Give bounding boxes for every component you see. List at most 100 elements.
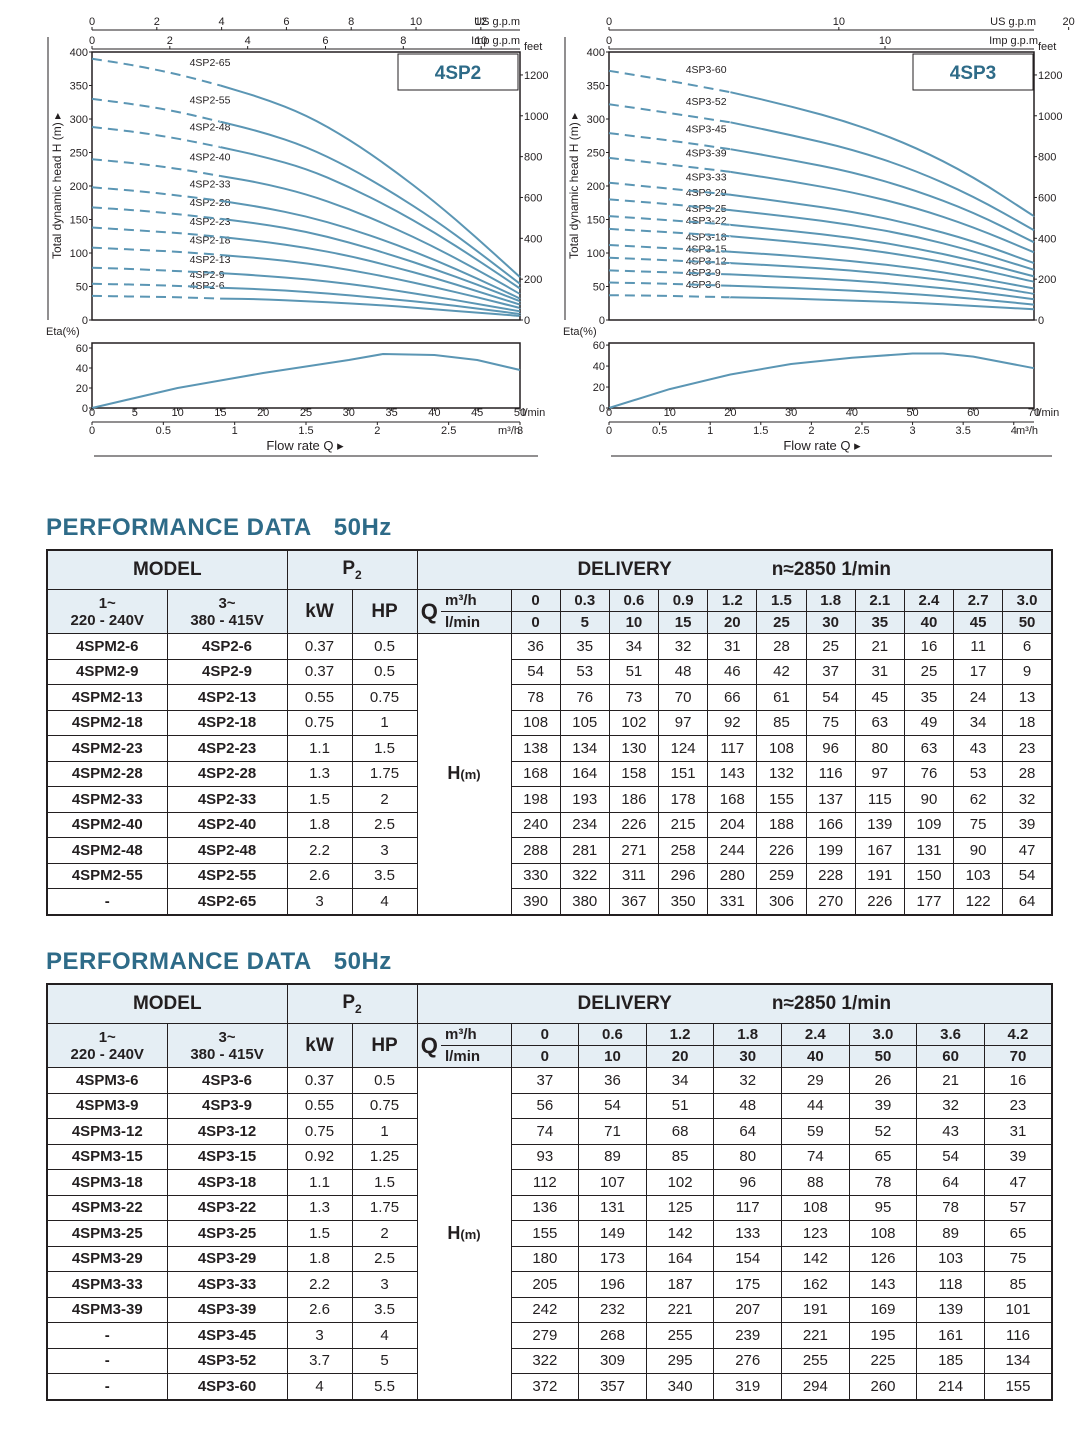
single-phase-model: 4SPM2-33	[46, 786, 168, 813]
power-hp: 2	[351, 1220, 418, 1247]
power-hp: 0.5	[351, 633, 418, 660]
q-lmin-value: 25	[756, 611, 807, 634]
head-value: 350	[658, 888, 709, 915]
head-value: 124	[658, 735, 709, 762]
chart-4sp2-eta-tick-label: 0	[82, 403, 88, 415]
chart-4sp3-eta-curve	[608, 352, 1035, 409]
chart-4sp3-eta-label: Eta(%)	[563, 326, 597, 338]
power-kw: 0.37	[286, 658, 353, 685]
chart-4sp3-curve-4sp3-45	[730, 148, 1035, 244]
head-value: 372	[510, 1373, 580, 1400]
single-phase-model: 4SPM3-39	[46, 1296, 168, 1323]
head-value: 25	[805, 633, 856, 660]
chart-4sp2-feet-tick-label: 600	[524, 192, 542, 204]
head-value: 48	[713, 1092, 783, 1119]
head-value: 46	[707, 658, 758, 685]
table-row: 4SPM3-18 4SP3-18 1.1 1.5 112 107 102 96 88 78 64 47	[46, 1169, 1053, 1196]
head-value: 134	[983, 1347, 1053, 1374]
chart-4sp3-lmin-tick-label: 10	[664, 407, 676, 419]
power-kw: 4	[286, 1373, 353, 1400]
chart-4sp3-us-unit-label: US g.p.m	[990, 16, 1036, 28]
head-value: 65	[983, 1220, 1053, 1247]
head-value: 37	[510, 1067, 580, 1094]
head-value: 134	[559, 735, 610, 762]
power-kw: 1.3	[286, 760, 353, 787]
chart-4sp2-lmin-tick-label: 35	[385, 407, 397, 419]
head-value: 11	[953, 633, 1004, 660]
chart-4sp3-curve-label: 4SP3-60	[686, 64, 727, 76]
chart-4sp2-eta-curve	[91, 353, 521, 409]
power-kw: 0.75	[286, 1118, 353, 1145]
power-kw: 0.75	[286, 709, 353, 736]
q-m3h-value: 1.5	[756, 589, 807, 612]
chart-4sp2-curve-4sp2-23	[220, 235, 521, 306]
chart-4sp2-lmin-tick-label: 25	[300, 407, 312, 419]
head-value: 117	[713, 1194, 783, 1221]
head-value: 31	[854, 658, 905, 685]
head-value: 155	[983, 1373, 1053, 1400]
chart-4sp2-curve-label: 4SP2-9	[190, 269, 225, 281]
head-value: 115	[854, 786, 905, 813]
chart-4sp3-imp-tick-label: 10	[879, 35, 891, 47]
head-value: 234	[559, 811, 610, 838]
head-value: 155	[510, 1220, 580, 1247]
head-value: 357	[578, 1373, 647, 1400]
head-value: 215	[658, 811, 709, 838]
head-value: 103	[916, 1245, 985, 1272]
head-value: 198	[510, 786, 561, 813]
chart-4sp3-imp-unit-label: Imp g.p.m	[989, 35, 1038, 47]
head-value: 6	[1002, 633, 1053, 660]
q-lmin-value: 10	[608, 611, 660, 634]
head-value: 271	[608, 837, 660, 864]
head-value: 49	[903, 709, 955, 736]
power-hp: 0.5	[351, 1067, 418, 1094]
q-lmin-value: 20	[645, 1045, 715, 1068]
chart-4sp2-m3h-tick-label: 0	[89, 425, 95, 437]
chart-4sp3-curve-dashed-4sp3-25	[608, 215, 732, 226]
chart-4sp3-curve-4sp3-52	[730, 121, 1035, 232]
chart-4sp3-curve-4sp3-60	[730, 91, 1035, 218]
head-value: 311	[608, 862, 660, 889]
head-value: 331	[707, 888, 758, 915]
head-value: 136	[510, 1194, 580, 1221]
chart-4sp3-x-axis-label: Flow rate Q ▸	[783, 438, 861, 453]
head-value: 161	[916, 1322, 985, 1349]
single-phase-model: 4SPM3-6	[46, 1067, 168, 1094]
head-value: 85	[756, 709, 807, 736]
head-value: 16	[983, 1067, 1053, 1094]
three-phase-header: 3~ 380 - 415V	[166, 1023, 288, 1068]
chart-4sp3-curve-label: 4SP3-39	[686, 148, 727, 160]
head-value: 116	[805, 760, 856, 787]
head-value: 281	[559, 837, 610, 864]
power-kw: 0.92	[286, 1143, 353, 1170]
three-phase-model: 4SP3-22	[166, 1194, 288, 1221]
head-value: 168	[510, 760, 561, 787]
chart-4sp2-imp-tick-label: 4	[245, 35, 251, 47]
chart-4sp2-y-tick-label: 100	[70, 248, 88, 260]
head-value: 125	[645, 1194, 715, 1221]
head-value: 88	[781, 1169, 850, 1196]
head-value: 255	[781, 1347, 850, 1374]
head-value: 178	[658, 786, 709, 813]
head-value: 131	[578, 1194, 647, 1221]
head-value: 52	[848, 1118, 918, 1145]
q-m3h-value: 1.2	[645, 1023, 715, 1046]
head-value: 226	[854, 888, 905, 915]
chart-4sp3-eta-tick-label: 0	[599, 403, 605, 415]
head-value: 108	[510, 709, 561, 736]
head-value: 175	[713, 1271, 783, 1298]
chart-4sp2-feet-tick-label: 200	[524, 274, 542, 286]
q-lmin-value: 70	[983, 1045, 1053, 1068]
q-m3h-value: 4.2	[983, 1023, 1053, 1046]
lmin-unit: l/min	[441, 611, 512, 634]
power-hp: 0.5	[351, 658, 418, 685]
table-row: -4SP2-65 3 4 390 380 367 350 331 306 270 226 177 122…	[46, 888, 1053, 915]
chart-4sp2-y-tick-label: 150	[70, 215, 88, 227]
power-hp: 1.5	[351, 735, 418, 762]
head-value: 36	[578, 1067, 647, 1094]
power-hp: 1.75	[351, 1194, 418, 1221]
chart-4sp2-curve-dashed-4sp2-65	[91, 57, 221, 87]
chart-4sp2-imp-tick-label: 0	[89, 35, 95, 47]
head-value: 288	[510, 837, 561, 864]
head-value: 108	[781, 1194, 850, 1221]
